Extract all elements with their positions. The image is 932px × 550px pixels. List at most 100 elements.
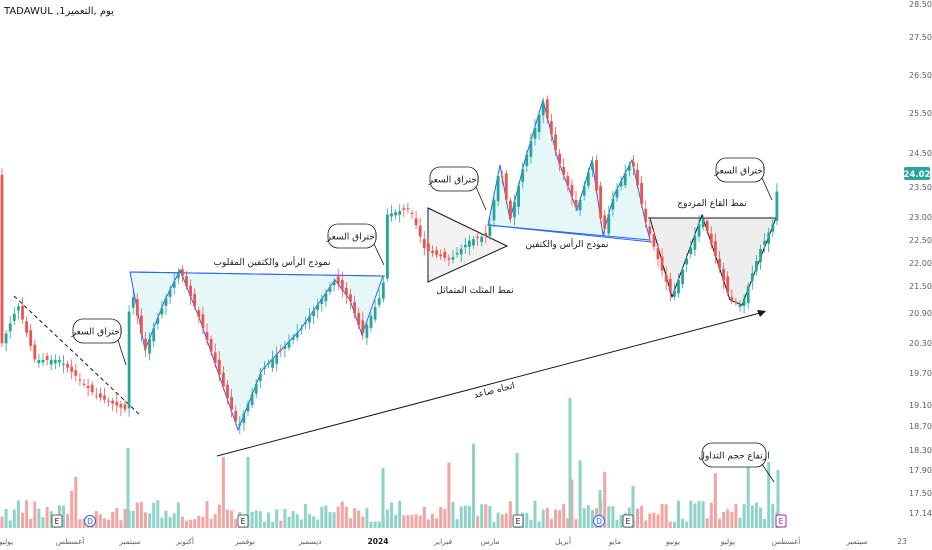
volume-bar [713, 473, 717, 528]
volume-bar [586, 505, 590, 528]
candle-body [492, 200, 496, 221]
volume-bar [295, 514, 299, 528]
volume-bar [209, 519, 213, 528]
volume-bar [275, 509, 279, 528]
candle-body [340, 280, 344, 290]
candle-body [336, 276, 340, 285]
volume-rise-label-box [701, 442, 767, 468]
hs-neckline [487, 224, 653, 243]
candle-body [304, 322, 307, 325]
candle-body [738, 304, 742, 307]
volume-bar [185, 520, 188, 528]
candle-body [750, 273, 754, 282]
time-tick-label: يوليو [0, 537, 13, 546]
dividend-marker [84, 515, 96, 527]
time-tick-label: 23 [897, 537, 907, 546]
volume-bar [332, 512, 336, 528]
price-tick-label: 20.30 [909, 339, 932, 348]
candle-body [611, 199, 615, 210]
candle-body [283, 345, 287, 349]
volume-bar [111, 512, 115, 528]
candle-body [459, 248, 463, 255]
candle-body [693, 235, 697, 250]
event-marker-label: E [55, 517, 60, 526]
candle-body [418, 225, 422, 237]
volume-bar [70, 490, 74, 528]
candle-body [439, 254, 443, 257]
volume-bar [656, 514, 660, 528]
candle-body [193, 293, 197, 307]
candle-body [123, 404, 127, 410]
volume-rise-label: ارتفاع حجم التداول [698, 452, 769, 462]
candle-body [254, 384, 258, 394]
candle-body [431, 250, 434, 253]
candle-body [295, 332, 299, 338]
candle-body [533, 127, 537, 139]
volume-bar [726, 509, 730, 528]
candle-body [62, 363, 65, 365]
volume-bar [611, 506, 615, 528]
price-tick-label: 20.90 [909, 309, 932, 318]
volume-bar [664, 504, 668, 528]
breakout-label-4: اختراق السعر [714, 167, 766, 177]
candle-body [755, 261, 758, 271]
earnings-marker [512, 514, 524, 528]
price-tick-label: 23.00 [909, 213, 932, 222]
volume-bar [484, 504, 488, 528]
volume-bar [172, 513, 176, 528]
volume-bar [197, 515, 201, 528]
candle-body [730, 297, 734, 301]
candle-body [369, 315, 373, 328]
volume-bar [701, 501, 705, 528]
candle-body [0, 174, 4, 344]
candle-body [103, 395, 106, 400]
uptrend-label: اتجاه صاعد [473, 381, 516, 401]
candle-body [135, 299, 139, 316]
volume-bar [66, 514, 70, 528]
volume-bar [37, 508, 41, 528]
volume-bar [439, 506, 443, 528]
volume-bar [45, 507, 49, 528]
volume-bar [562, 503, 566, 528]
volume-bar [180, 516, 184, 528]
volume-bar [271, 521, 275, 528]
candle-body [545, 99, 549, 119]
candle-body [529, 140, 533, 157]
candle-body [373, 306, 377, 320]
candle-body [119, 404, 123, 408]
candle-body [242, 413, 246, 424]
volume-bar [545, 507, 549, 528]
price-tick-label: 27.50 [909, 33, 932, 42]
volume-bar [730, 511, 734, 528]
candle-body [258, 374, 262, 382]
candle-body [668, 278, 672, 293]
candle-body [759, 249, 762, 263]
price-tick-label: 22.50 [909, 236, 932, 245]
candle-body [697, 223, 701, 237]
candle-body [677, 280, 680, 294]
volume-bar [709, 502, 713, 528]
candle-body [623, 173, 627, 186]
candle-body [681, 269, 684, 285]
volume-bar [373, 521, 377, 528]
volume-bar [590, 510, 594, 528]
candle-body [582, 186, 586, 196]
candle-body [4, 333, 8, 344]
volume-bar [164, 510, 168, 528]
earnings-marker [51, 514, 63, 528]
candle-body [8, 323, 12, 332]
volume-bar [234, 518, 238, 528]
candle-body [746, 286, 750, 304]
volume-bar [431, 514, 434, 528]
candle-body [164, 298, 168, 306]
time-tick-label: مايو [608, 537, 621, 546]
candle-body [345, 287, 348, 296]
event-marker-label: D [87, 517, 93, 526]
volume-bar [316, 519, 320, 528]
volume-bar [4, 509, 8, 528]
candle-body [632, 162, 635, 167]
candle-body [12, 313, 16, 321]
volume-bar [570, 479, 574, 528]
